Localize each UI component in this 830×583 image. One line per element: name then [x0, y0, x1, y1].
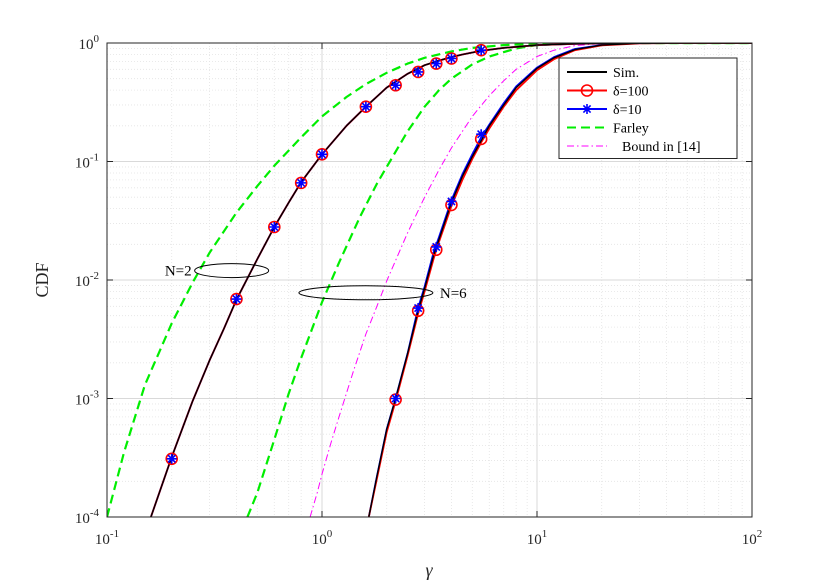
- x-tick-label: 101: [527, 528, 548, 548]
- data-point-star: [446, 53, 457, 64]
- data-point-star: [476, 45, 487, 56]
- series-markers: [165, 43, 488, 466]
- data-point-star: [166, 453, 177, 464]
- legend-label: δ=10: [613, 103, 642, 118]
- data-point-star: [431, 241, 442, 252]
- data-point-star: [446, 196, 457, 207]
- y-tick-label: 10-1: [75, 152, 99, 172]
- data-point-star: [269, 222, 280, 233]
- data-point-circle: [315, 148, 329, 161]
- x-tick-label: 100: [312, 528, 333, 548]
- annotation-label-n2: N=2: [165, 264, 192, 280]
- x-tick-label: 102: [742, 528, 763, 548]
- data-point-star: [390, 393, 401, 404]
- data-point-star: [296, 177, 307, 188]
- legend: Sim. δ=100 δ=10 Farley Bound in [14]: [558, 57, 738, 159]
- data-point-star: [413, 303, 424, 314]
- series-line-sim--N2: [150, 43, 752, 517]
- y-tick-label: 10-3: [75, 389, 100, 409]
- annotation-ellipse-n2: [194, 263, 270, 279]
- data-point-circle: [294, 176, 308, 190]
- y-tick-label: 100: [79, 33, 100, 53]
- data-point-star: [431, 58, 442, 69]
- data-point-circle: [580, 84, 594, 97]
- y-axis-label: CDF: [32, 262, 52, 297]
- legend-label: Bound in [14]: [622, 140, 701, 155]
- annotation-label-n6: N=6: [440, 286, 467, 302]
- data-point-circle: [389, 78, 402, 92]
- x-axis-label: γ: [425, 560, 433, 580]
- data-point-star: [582, 104, 592, 114]
- y-tick-label: 10-4: [75, 507, 100, 527]
- data-point-star: [317, 149, 327, 160]
- data-point-circle: [230, 292, 243, 306]
- data-point-star: [231, 294, 242, 305]
- data-point-star: [360, 101, 371, 112]
- x-tick-label: 10-1: [95, 528, 119, 548]
- series-line-bound-in-14--N6: [309, 43, 752, 517]
- legend-label: Sim.: [613, 66, 639, 81]
- series-line-sim--N6: [368, 43, 752, 517]
- y-tick-label: 10-2: [75, 270, 99, 290]
- data-point-circle: [474, 43, 488, 57]
- data-point-circle: [268, 220, 281, 234]
- data-point-star: [390, 80, 401, 91]
- annotation-ellipse-n6: [298, 285, 434, 301]
- data-point-star: [413, 66, 424, 77]
- data-point-circle: [165, 452, 179, 466]
- data-point-circle: [445, 52, 458, 65]
- legend-label: δ=100: [613, 85, 649, 100]
- annotations: N=2 N=6: [165, 263, 467, 302]
- legend-label: Farley: [613, 122, 649, 137]
- data-point-star: [476, 129, 487, 140]
- tick-labels: 10-1 100 101 102 10-4 10-3 10-2 10-1 100: [75, 33, 762, 548]
- data-point-circle: [359, 100, 373, 114]
- data-point-circle: [429, 57, 443, 70]
- data-point-circle: [411, 65, 425, 79]
